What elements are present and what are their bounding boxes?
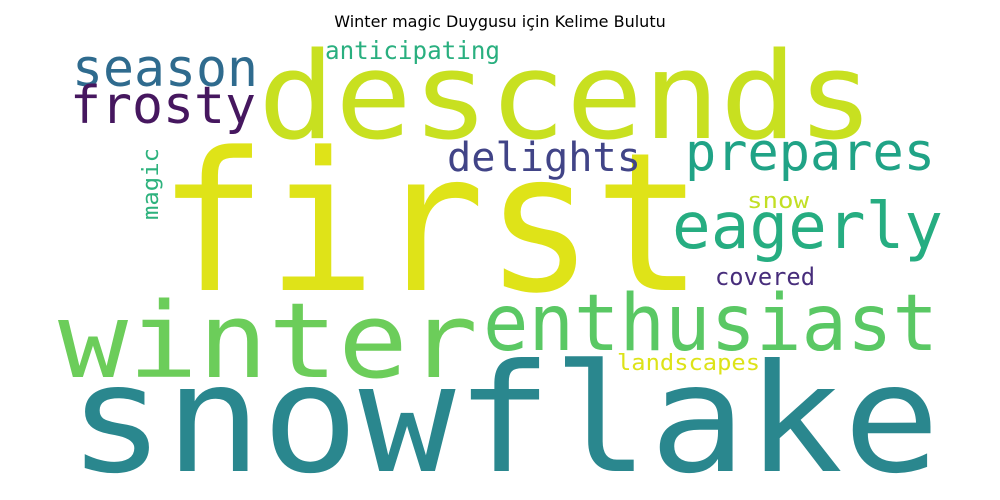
word-enthusiast: enthusiast	[483, 279, 938, 369]
word-first: first	[158, 111, 703, 336]
word-descends: descends	[258, 28, 874, 167]
word-snow: snow	[747, 189, 810, 214]
word-delights: delights	[447, 135, 641, 181]
word-snowflake: snowflake	[68, 333, 940, 500]
word-landscapes: landscapes	[617, 351, 760, 376]
word-winter: winter	[58, 280, 478, 402]
word-prepares: prepares	[685, 123, 935, 183]
word-eagerly: eagerly	[672, 190, 943, 264]
word-anticipating: anticipating	[325, 36, 500, 65]
chart-title: Winter magic Duygusu için Kelime Bulutu	[334, 12, 666, 31]
word-magic: magic	[139, 148, 164, 220]
word-covered: covered	[715, 263, 815, 291]
word-season: season	[72, 39, 258, 99]
word-frosty: frosty	[70, 76, 256, 136]
